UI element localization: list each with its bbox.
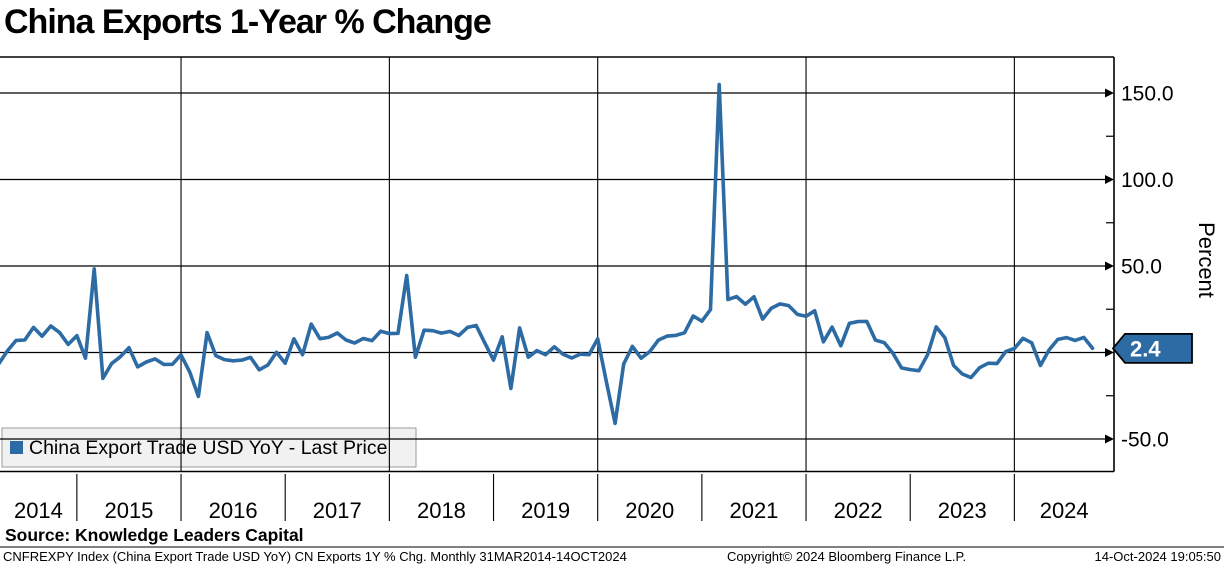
footer-copyright: Copyright© 2024 Bloomberg Finance L.P. (727, 549, 967, 564)
y-axis-label-100: 100.0 (1121, 169, 1174, 192)
last-price-badge (1111, 332, 1193, 364)
page-title: China Exports 1-Year % Change (4, 3, 492, 41)
footer-timestamp: 14-Oct-2024 19:05:50 (1094, 549, 1221, 564)
x-axis-label-2023: 2023 (938, 498, 987, 523)
legend-box (1, 427, 417, 468)
x-axis-label-2021: 2021 (729, 498, 778, 523)
last-price-value: 2.4 (1130, 336, 1161, 361)
x-axis-label-2024: 2024 (1040, 498, 1089, 523)
legend-series-label: China Export Trade USD YoY - Last Price (29, 437, 388, 459)
y-axis-label--50: -50.0 (1121, 429, 1169, 452)
x-axis-label-2017: 2017 (313, 498, 362, 523)
export-yoy-line (0, 82, 1095, 426)
x-axis-label-2018: 2018 (417, 498, 466, 523)
y-tick-arrow-0 (1105, 348, 1114, 357)
y-tick-arrow-100 (1105, 175, 1114, 184)
x-axis-label-2016: 2016 (209, 498, 258, 523)
y-axis-label-50: 50.0 (1121, 256, 1162, 279)
footer-ticker-info: CNFREXPY Index (China Export Trade USD Y… (3, 549, 627, 564)
y-axis-title: Percent (1194, 222, 1219, 298)
legend-swatch-icon (10, 441, 23, 454)
y-axis-label-150: 150.0 (1121, 83, 1174, 106)
y-tick-arrow-150 (1105, 88, 1114, 98)
x-axis-label-2015: 2015 (104, 498, 153, 523)
x-axis-label-2014: 2014 (14, 498, 63, 523)
y-tick-arrow-50 (1105, 261, 1114, 271)
x-axis-label-2022: 2022 (834, 498, 883, 523)
source-attribution: Source: Knowledge Leaders Capital (5, 525, 304, 545)
x-axis-label-2020: 2020 (625, 498, 674, 523)
x-axis-label-2019: 2019 (521, 498, 570, 523)
y-tick-arrow--50 (1105, 434, 1114, 444)
